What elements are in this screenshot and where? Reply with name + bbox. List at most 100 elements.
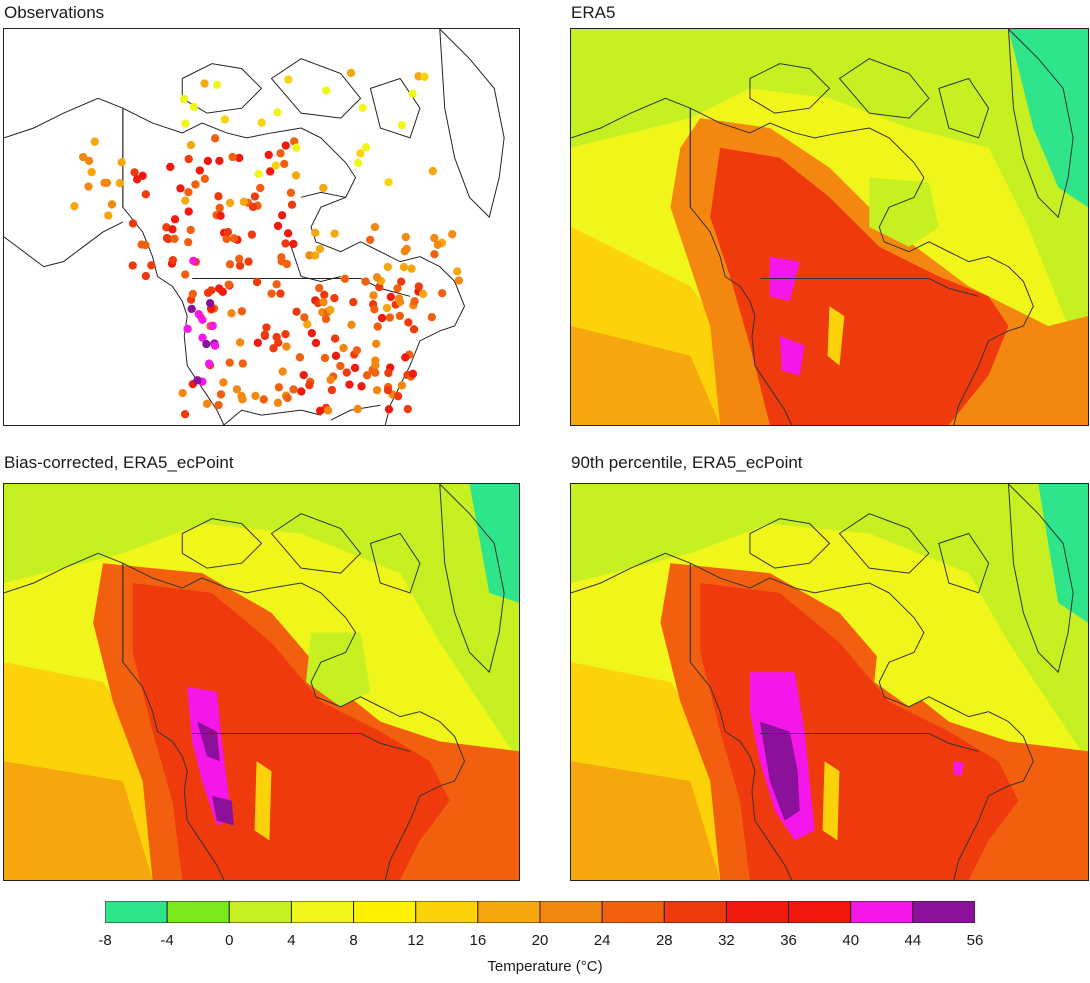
station-marker <box>200 79 209 88</box>
station-marker <box>357 382 366 391</box>
station-marker <box>291 171 301 180</box>
station-marker <box>358 103 367 113</box>
station-marker <box>385 313 395 322</box>
station-marker <box>104 211 113 220</box>
station-marker <box>336 361 345 371</box>
colorbar-swatch <box>788 901 852 923</box>
coastline-mexico <box>223 404 381 425</box>
station-marker <box>297 387 306 396</box>
station-marker <box>370 305 379 314</box>
station-marker <box>315 406 325 415</box>
station-marker <box>84 156 94 166</box>
colorbar-tick-label: 56 <box>966 932 984 949</box>
station-marker <box>189 102 198 112</box>
station-marker <box>259 395 268 404</box>
station-marker <box>414 282 423 291</box>
station-marker <box>244 257 253 266</box>
coastline-arctic <box>122 107 466 425</box>
station-marker <box>204 359 214 368</box>
station-marker <box>215 203 224 213</box>
station-marker <box>404 318 413 327</box>
station-marker <box>214 192 223 201</box>
station-marker <box>257 118 266 127</box>
station-marker <box>289 385 298 394</box>
colorbar-swatch <box>290 901 355 923</box>
station-marker <box>342 368 351 377</box>
station-marker <box>448 230 457 239</box>
station-marker <box>350 363 360 373</box>
station-marker <box>281 330 290 339</box>
colorbar-tick-label: 36 <box>780 932 797 949</box>
station-marker <box>238 395 247 404</box>
station-marker <box>418 289 428 299</box>
station-marker <box>365 235 375 245</box>
station-marker <box>283 229 293 238</box>
station-marker <box>191 180 200 189</box>
station-marker <box>383 262 392 272</box>
station-marker <box>193 376 202 385</box>
station-marker <box>377 313 387 323</box>
station-marker <box>256 183 265 193</box>
station-marker <box>395 311 405 321</box>
station-marker <box>168 225 177 234</box>
station-marker <box>372 339 381 348</box>
station-marker <box>295 353 305 362</box>
station-marker <box>307 328 316 338</box>
station-marker <box>225 198 235 208</box>
station-marker <box>181 196 190 205</box>
station-marker <box>370 222 380 232</box>
station-marker <box>210 134 220 143</box>
station-marker <box>271 161 280 170</box>
station-marker <box>238 359 247 368</box>
station-marker <box>330 229 339 238</box>
station-marker <box>273 221 283 231</box>
station-marker <box>372 273 382 282</box>
station-marker <box>224 280 233 289</box>
station-marker <box>349 297 358 307</box>
colorbar-label: Temperature (°C) <box>487 958 603 975</box>
station-marker <box>225 358 234 367</box>
station-marker <box>272 280 281 289</box>
station-marker <box>170 234 179 243</box>
station-marker <box>326 375 335 385</box>
station-marker <box>184 237 193 247</box>
station-marker <box>408 369 418 378</box>
station-marker <box>375 282 384 292</box>
coastline-aleutians <box>4 221 124 268</box>
station-marker <box>227 309 236 318</box>
station-marker <box>214 284 224 293</box>
station-marker <box>433 240 442 249</box>
station-marker <box>184 154 193 164</box>
station-marker <box>235 153 244 163</box>
station-marker <box>128 261 137 270</box>
colorbar-swatch <box>539 901 603 923</box>
coastline-greenland <box>439 29 505 219</box>
station-marker <box>141 240 150 250</box>
station-marker <box>346 68 356 78</box>
station-marker <box>282 342 291 351</box>
station-marker <box>397 381 407 390</box>
station-marker <box>399 262 409 272</box>
station-marker <box>220 115 230 124</box>
station-marker <box>403 404 412 414</box>
station-marker <box>453 267 462 276</box>
station-marker <box>210 341 220 350</box>
station-marker <box>202 399 212 408</box>
station-marker <box>277 253 286 262</box>
station-marker <box>393 284 402 293</box>
station-marker <box>180 410 190 419</box>
station-marker <box>371 361 380 370</box>
station-marker <box>228 152 237 162</box>
panel-title-era5: ERA5 <box>571 3 616 22</box>
station-marker <box>276 149 285 158</box>
station-marker <box>345 380 354 389</box>
station-marker <box>166 162 175 172</box>
station-marker <box>115 178 124 188</box>
percentile-90-map <box>571 484 1088 880</box>
station-marker <box>198 333 207 342</box>
station-marker <box>117 158 126 167</box>
station-marker <box>219 378 228 387</box>
station-marker <box>235 254 244 263</box>
station-marker <box>299 370 308 380</box>
station-marker <box>410 297 419 306</box>
